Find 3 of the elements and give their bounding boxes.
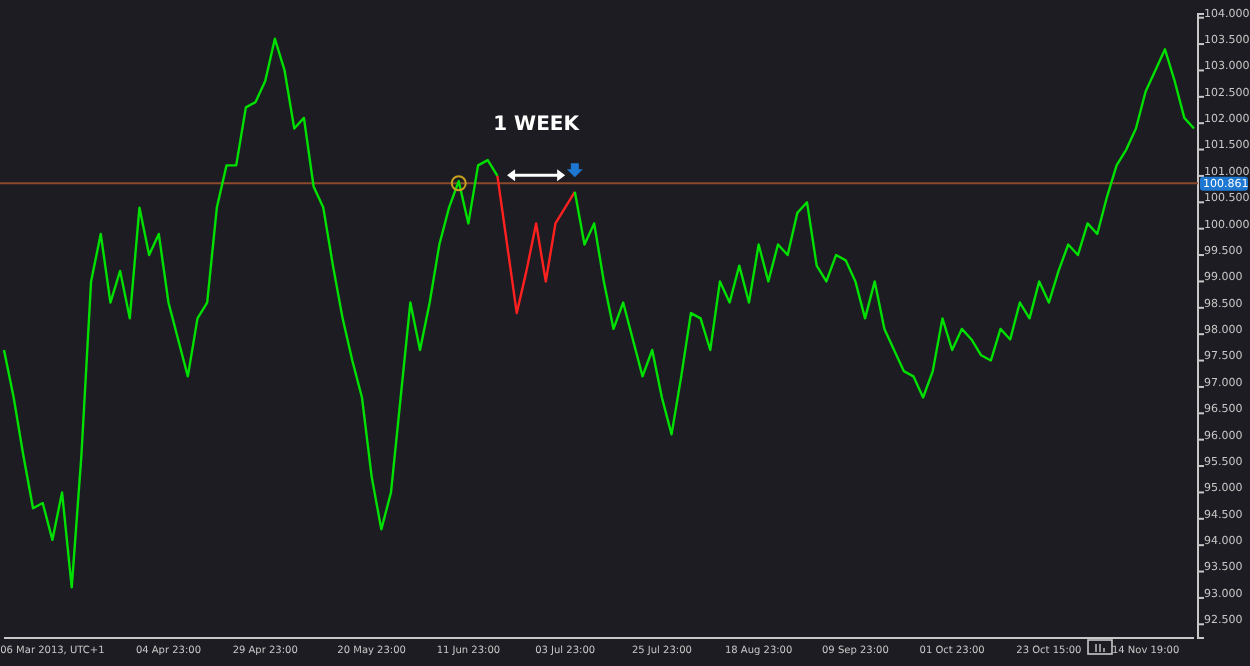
annotation: 1 WEEK (493, 114, 582, 136)
line-series (496, 174, 577, 315)
line-series (2, 37, 499, 589)
